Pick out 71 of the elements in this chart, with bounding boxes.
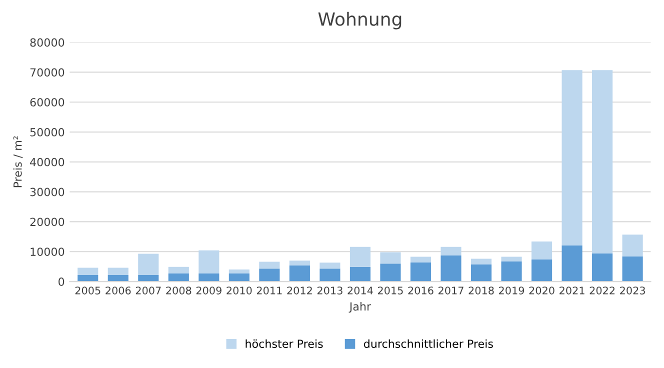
bar	[138, 274, 159, 282]
y-tick-label: 70000	[30, 68, 64, 77]
x-tick-label: 2008	[166, 286, 192, 294]
bar	[289, 260, 310, 266]
y-axis-title: Preis / m²	[13, 136, 23, 188]
bar	[531, 241, 552, 260]
bar	[228, 270, 250, 274]
x-tick-label: 2015	[378, 286, 403, 294]
bar	[592, 70, 613, 254]
y-tick-label: 30000	[30, 188, 64, 196]
bar	[501, 256, 522, 262]
x-tick-label: 2020	[529, 286, 554, 294]
bar	[562, 245, 582, 282]
bar	[138, 254, 159, 275]
y-tick-label: 10000	[30, 248, 64, 256]
bar	[78, 268, 98, 275]
bar	[228, 273, 250, 282]
bar	[440, 256, 462, 282]
bar	[350, 266, 371, 282]
y-tick-label: 60000	[30, 98, 64, 106]
y-tick-label: 40000	[30, 158, 64, 166]
bar	[320, 268, 340, 282]
bar	[78, 274, 98, 282]
legend-label: durchschnittlicher Preis	[364, 339, 493, 348]
bar	[108, 274, 128, 282]
bar	[289, 265, 310, 282]
bar	[470, 264, 492, 282]
x-tick-label: 2016	[408, 286, 434, 294]
bar	[531, 259, 552, 282]
y-tick-label: 50000	[30, 128, 64, 136]
bar	[501, 261, 522, 282]
legend-label: höchster Preis	[246, 339, 323, 348]
bar	[592, 253, 613, 282]
x-tick-label: 2012	[287, 286, 312, 294]
bar	[470, 258, 492, 264]
bar	[198, 273, 220, 282]
x-tick-label: 2007	[136, 286, 161, 294]
bar	[259, 268, 280, 282]
bar	[562, 70, 582, 246]
bar	[168, 266, 189, 274]
x-tick-label: 2005	[75, 286, 100, 294]
x-tick-label: 2021	[560, 286, 584, 294]
x-tick-label: 2011	[256, 286, 282, 294]
y-tick-label: 0	[58, 277, 64, 286]
bar	[410, 262, 432, 282]
bar	[350, 246, 371, 267]
y-tick-label: 20000	[30, 218, 64, 226]
bar	[622, 256, 643, 282]
x-tick-label: 2019	[499, 286, 524, 294]
bar	[108, 268, 128, 275]
bar	[440, 246, 462, 256]
x-tick-label: 2022	[590, 286, 615, 294]
bar	[380, 264, 401, 282]
x-tick-label: 2010	[226, 286, 252, 294]
x-tick-label: 2006	[106, 286, 131, 294]
x-axis-title: Jahr	[348, 302, 372, 313]
x-tick-label: 2023	[620, 286, 645, 294]
bar	[168, 273, 189, 282]
bar	[198, 250, 220, 274]
bar	[259, 262, 280, 269]
y-tick-label: 80000	[30, 38, 64, 47]
bar	[410, 256, 432, 262]
x-tick-label: 2018	[468, 286, 494, 294]
x-tick-label: 2017	[438, 286, 464, 294]
x-tick-label: 2013	[317, 286, 342, 294]
x-tick-label: 2014	[348, 286, 373, 294]
bar	[320, 262, 340, 269]
chart-title: Wohnung	[318, 12, 402, 30]
bar	[622, 234, 643, 256]
bar	[380, 252, 401, 264]
x-tick-label: 2009	[196, 286, 222, 294]
